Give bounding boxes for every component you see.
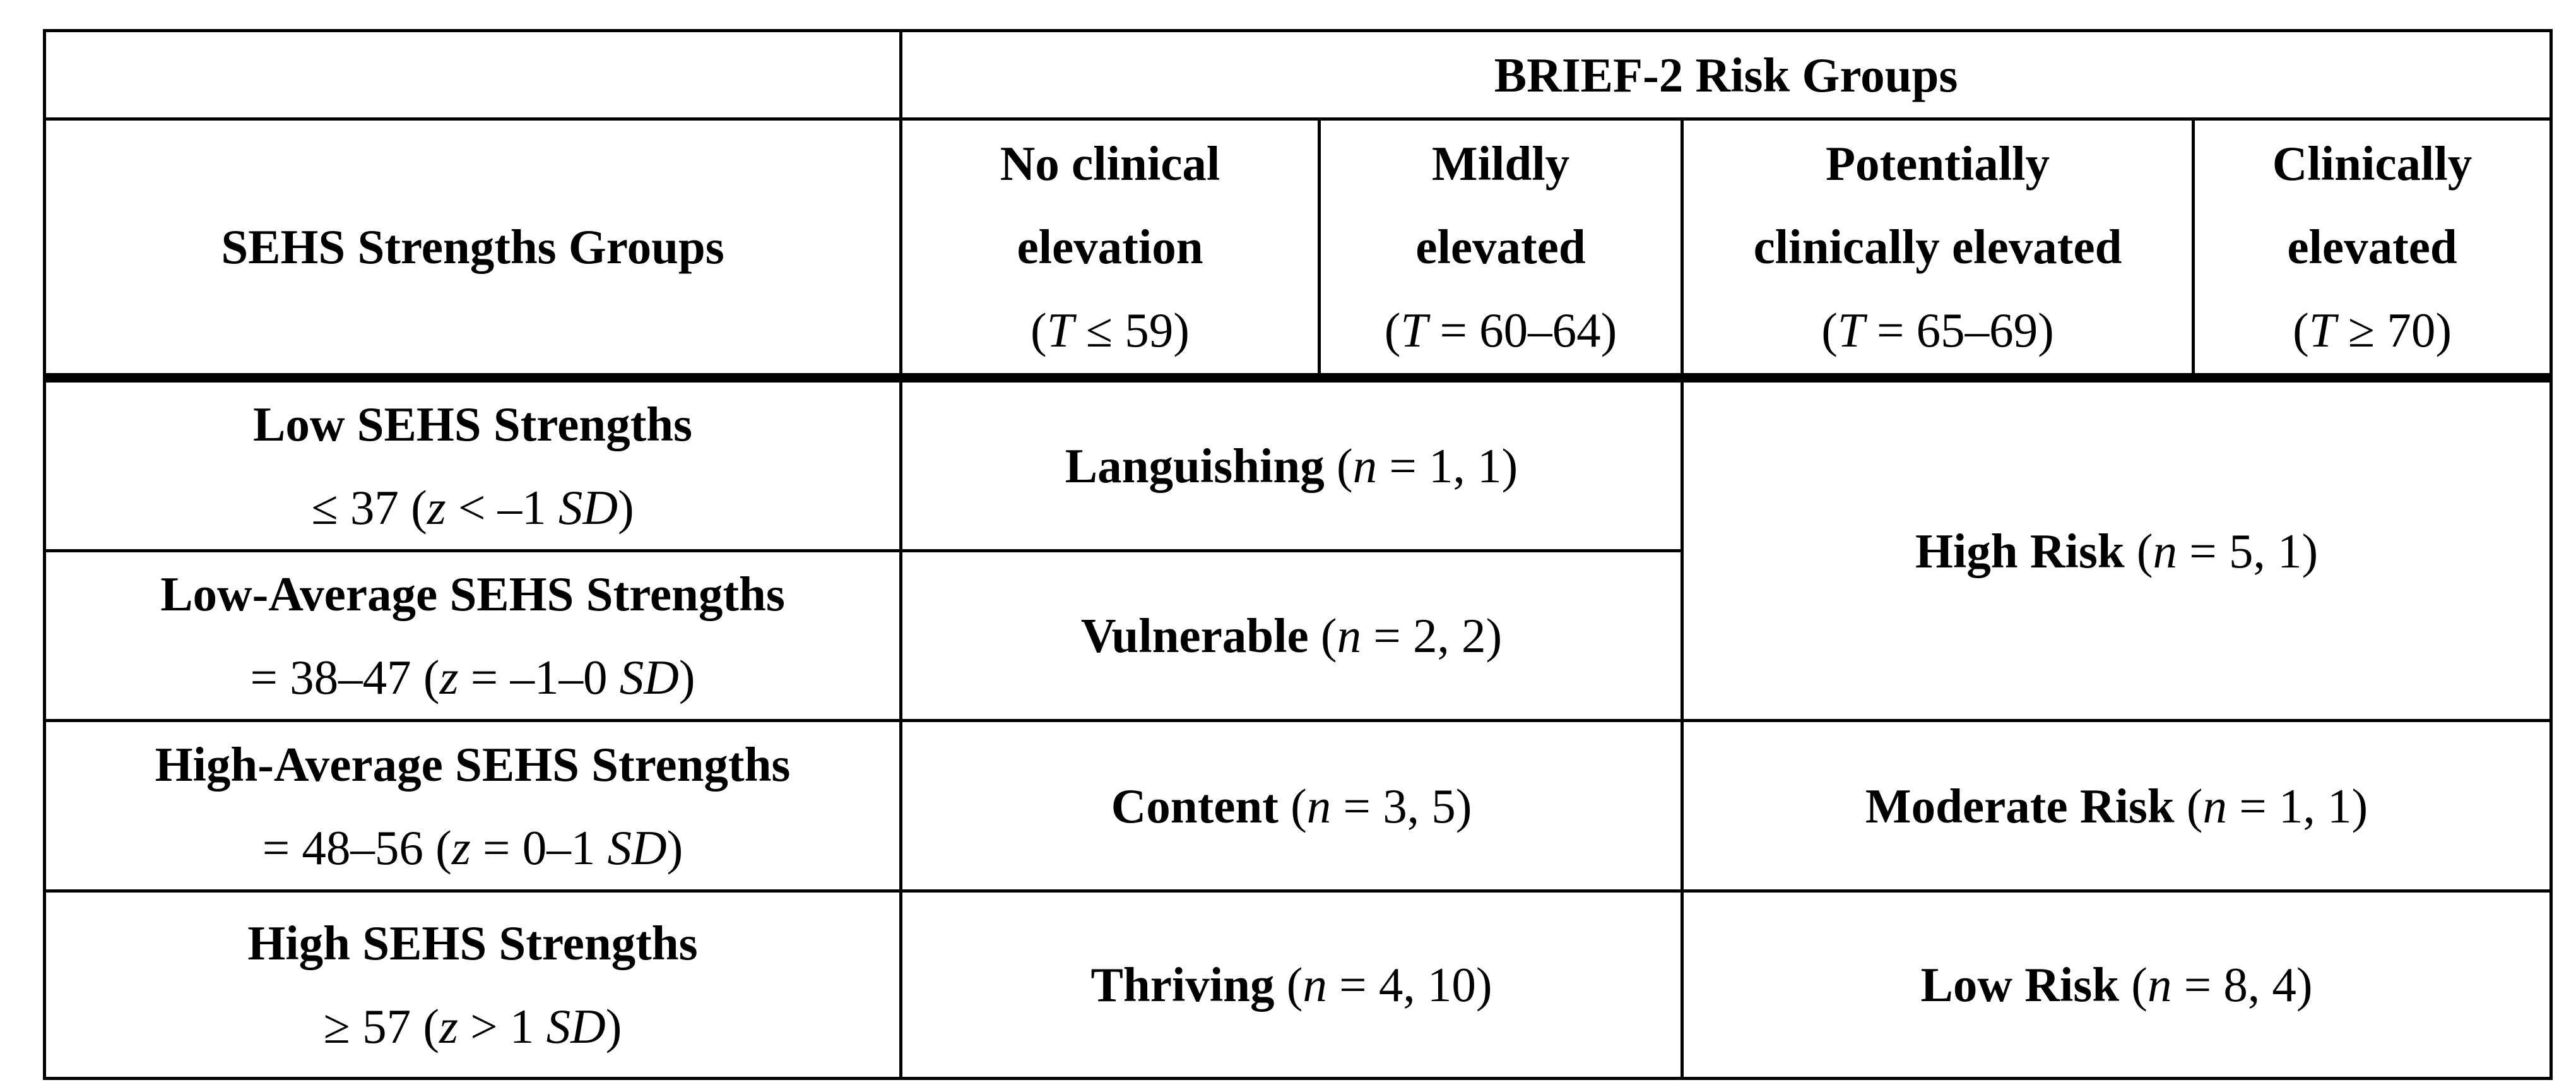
cell-low-risk: Low Risk (n = 8, 4): [1680, 889, 2553, 1080]
col-header-clinically-elevated: Clinically elevated (T ≥ 70): [2191, 117, 2553, 383]
header-brief2-risk-groups: BRIEF-2 Risk Groups: [899, 29, 2553, 121]
cell-moderate-risk: Moderate Risk (n = 1, 1): [1680, 719, 2553, 893]
sehs-brief2-crosstab-table: BRIEF-2 Risk Groups SEHS Strengths Group…: [43, 29, 2553, 1080]
cell-thriving: Thriving (n = 4, 10): [899, 889, 1684, 1080]
corner-cell-empty: [43, 29, 902, 121]
col-header-no-clinical-elevation: No clinical elevation (T ≤ 59): [899, 117, 1321, 383]
col-header-mildly-elevated: Mildly elevated (T = 60–64): [1318, 117, 1684, 383]
cell-content: Content (n = 3, 5): [899, 719, 1684, 893]
row-group-high-average-sehs-strengths: High-Average SEHS Strengths = 48–56 (z = …: [43, 719, 902, 893]
cell-high-risk: High Risk (n = 5, 1): [1680, 376, 2553, 722]
row-group-low-sehs-strengths: Low SEHS Strengths ≤ 37 (z < –1 SD): [43, 376, 902, 552]
cell-languishing: Languishing (n = 1, 1): [899, 376, 1684, 552]
header-sehs-strengths-groups: SEHS Strengths Groups: [43, 117, 902, 383]
cell-vulnerable: Vulnerable (n = 2, 2): [899, 549, 1684, 722]
row-group-high-sehs-strengths: High SEHS Strengths ≥ 57 (z > 1 SD): [43, 889, 902, 1080]
row-group-low-average-sehs-strengths: Low-Average SEHS Strengths = 38–47 (z = –…: [43, 549, 902, 722]
col-header-potentially-clinically-elevated: Potentially clinically elevated (T = 65–69…: [1681, 117, 2195, 383]
